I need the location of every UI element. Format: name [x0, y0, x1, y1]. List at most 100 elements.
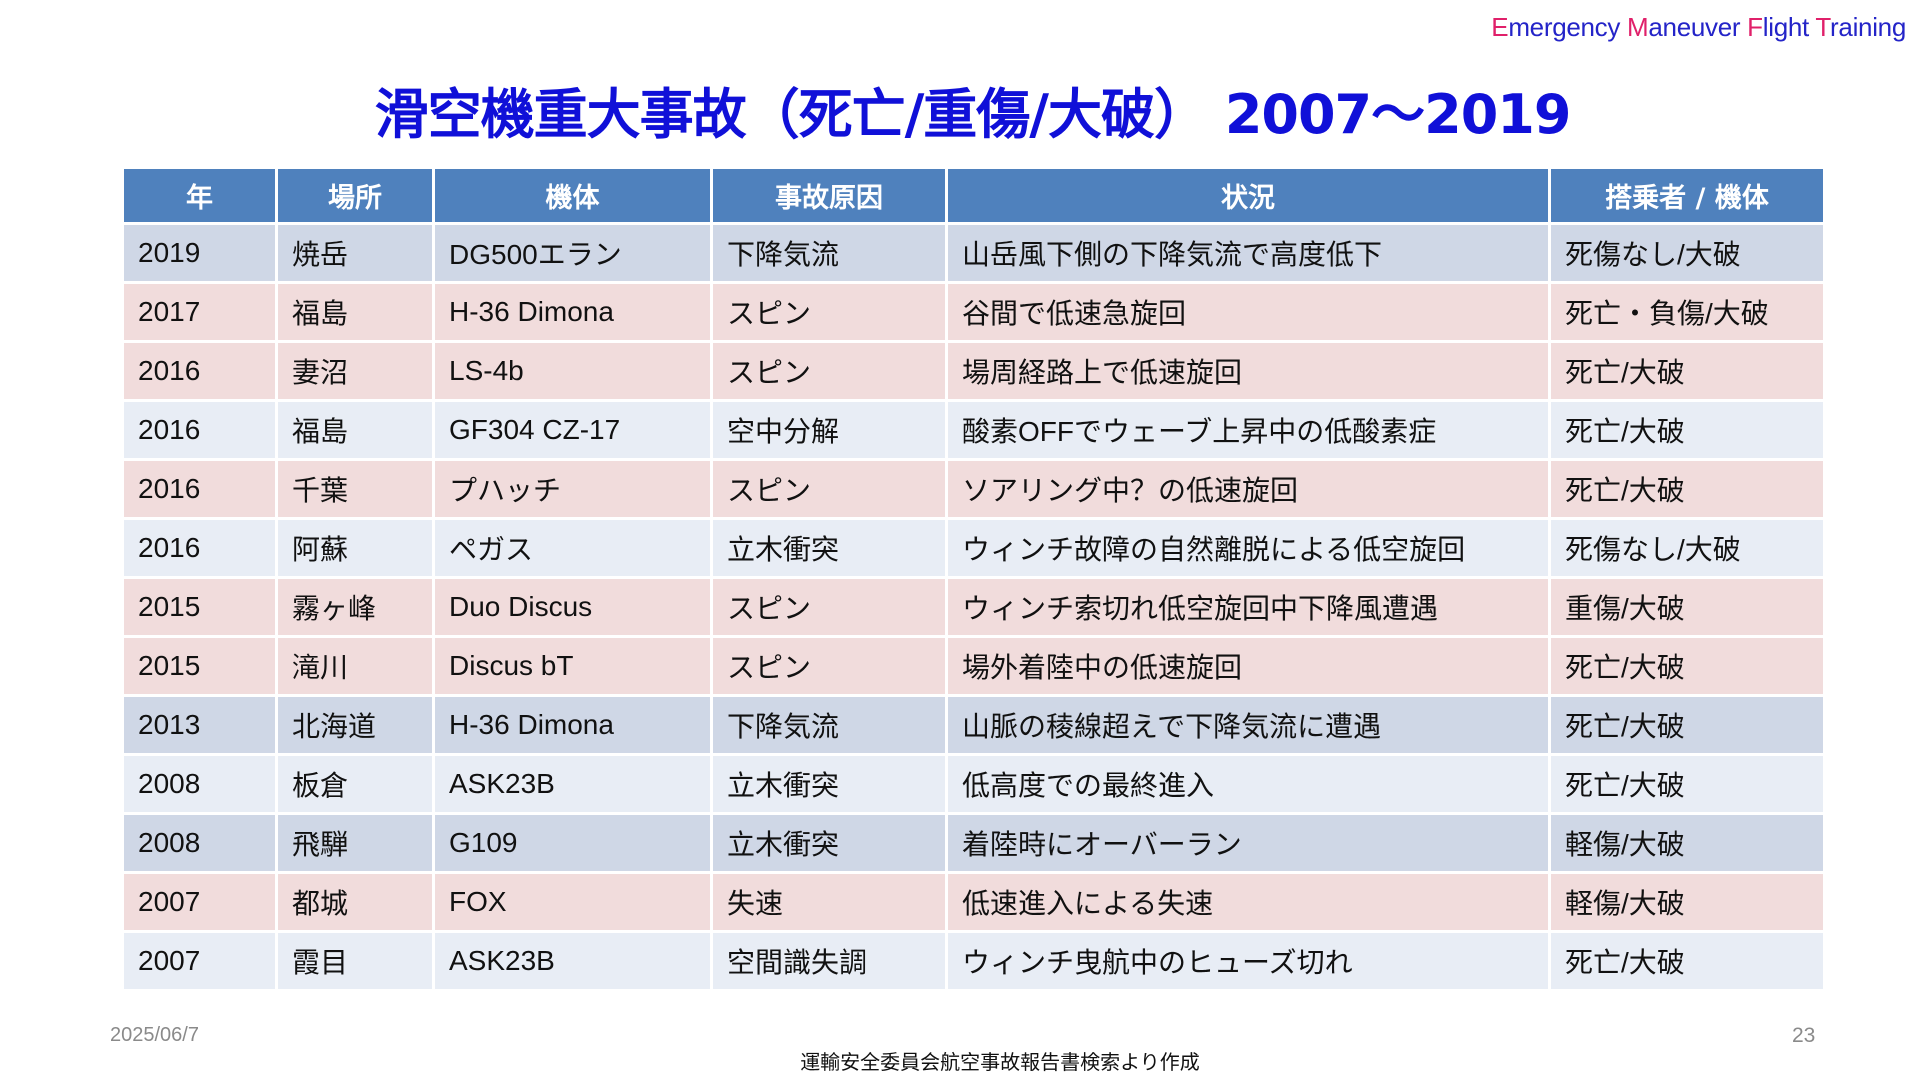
column-header: 事故原因 — [713, 169, 945, 222]
table-cell: 2013 — [124, 697, 275, 753]
table-cell: 死亡/大破 — [1551, 697, 1823, 753]
table-cell: ウィンチ索切れ低空旋回中下降風遭遇 — [948, 579, 1548, 635]
table-cell: 阿蘇 — [278, 520, 432, 576]
table-cell: 2019 — [124, 225, 275, 281]
table-row: 2016 妻沼 LS-4b スピン 場周経路上で低速旋回 死亡/大破 — [124, 343, 1823, 399]
brand-word: Maneuver — [1627, 12, 1748, 42]
table-row: 2015 滝川 Discus bT スピン 場外着陸中の低速旋回 死亡/大破 — [124, 638, 1823, 694]
brand-word: Training — [1815, 12, 1906, 42]
table-cell: ペガス — [435, 520, 710, 576]
table-cell: ASK23B — [435, 933, 710, 989]
slide-date: 2025/06/7 — [110, 1024, 199, 1046]
table-row: 2013 北海道 H-36 Dimona 下降気流 山脈の稜線超えで下降気流に遭遇 死亡/… — [124, 697, 1823, 753]
table-row: 2007 霞目 ASK23B 空間識失調 ウィンチ曳航中のヒューズ切れ 死亡/大破 — [124, 933, 1823, 989]
table-cell: 福島 — [278, 284, 432, 340]
table-cell: 立木衝突 — [713, 756, 945, 812]
table-cell: 重傷/大破 — [1551, 579, 1823, 635]
table-cell: 2016 — [124, 520, 275, 576]
table-cell: 2016 — [124, 461, 275, 517]
table-cell: 2007 — [124, 874, 275, 930]
table-cell: 軽傷/大破 — [1551, 815, 1823, 871]
column-header: 搭乗者 / 機体 — [1551, 169, 1823, 222]
table-cell: 低高度での最終進入 — [948, 756, 1548, 812]
accident-table: 年場所 機体 事故原因 状況 搭乗者 / 機体 2019 焼岳 DG500エラン 下降気流 山岳… — [121, 166, 1826, 992]
page-number: 23 — [1792, 1024, 1816, 1047]
table-row: 2016 福島 GF304 CZ-17 空中分解 酸素OFFでウェーブ上昇中の低酸素症死… — [124, 402, 1823, 458]
table-cell: 妻沼 — [278, 343, 432, 399]
table-cell: 空間識失調 — [713, 933, 945, 989]
table-cell: ウィンチ曳航中のヒューズ切れ — [948, 933, 1548, 989]
table-cell: H-36 Dimona — [435, 697, 710, 753]
table-cell: 北海道 — [278, 697, 432, 753]
table-cell: スピン — [713, 579, 945, 635]
table-cell: 立木衝突 — [713, 520, 945, 576]
brand-word: Emergency — [1491, 12, 1628, 42]
table-row: 2008 飛騨 G109 立木衝突 着陸時にオーバーラン 軽傷/大破 — [124, 815, 1823, 871]
table-cell: 軽傷/大破 — [1551, 874, 1823, 930]
table-cell: ウィンチ故障の自然離脱による低空旋回 — [948, 520, 1548, 576]
table-cell: 失速 — [713, 874, 945, 930]
table-row: 2015 霧ヶ峰 Duo Discus スピン ウィンチ索切れ低空旋回中下降風遭遇 重傷/… — [124, 579, 1823, 635]
table-cell: DG500エラン — [435, 225, 710, 281]
table-cell: 2008 — [124, 756, 275, 812]
table-cell: 酸素OFFでウェーブ上昇中の低酸素症 — [948, 402, 1548, 458]
table-cell: 2015 — [124, 638, 275, 694]
table-cell: 死亡/大破 — [1551, 343, 1823, 399]
table-cell: GF304 CZ-17 — [435, 402, 710, 458]
table-cell: LS-4b — [435, 343, 710, 399]
table-cell: H-36 Dimona — [435, 284, 710, 340]
slide-title: 滑空機重大事故（死亡/重傷/大破） 2007～2019 — [374, 83, 1572, 146]
table-cell: 2007 — [124, 933, 275, 989]
column-header: 機体 — [435, 169, 710, 222]
table-cell: 山脈の稜線超えで下降気流に遭遇 — [948, 697, 1548, 753]
table-cell: Discus bT — [435, 638, 710, 694]
table-cell: 2015 — [124, 579, 275, 635]
table-cell: スピン — [713, 638, 945, 694]
table-row: 2008 板倉 ASK23B 立木衝突 低高度での最終進入 死亡/大破 — [124, 756, 1823, 812]
table-cell: 死亡/大破 — [1551, 756, 1823, 812]
brand-word: Flight — [1747, 12, 1816, 42]
table-cell: 2016 — [124, 402, 275, 458]
table-row: 2007 都城 FOX 失速 低速進入による失速 軽傷/大破 — [124, 874, 1823, 930]
table-cell: スピン — [713, 461, 945, 517]
table-cell: スピン — [713, 284, 945, 340]
table-cell: 福島 — [278, 402, 432, 458]
table-row: 2019 焼岳 DG500エラン 下降気流 山岳風下側の下降気流で高度低下 死傷なし/大破 — [124, 225, 1823, 281]
table-cell: ASK23B — [435, 756, 710, 812]
table-row: 2016 千葉 プハッチ スピン ソアリング中？の低速旋回 死亡/大破 — [124, 461, 1823, 517]
brand-tagline: Emergency Maneuver Flight Training — [1491, 12, 1906, 43]
table-cell: スピン — [713, 343, 945, 399]
table-cell: 死亡・負傷/大破 — [1551, 284, 1823, 340]
table-cell: Duo Discus — [435, 579, 710, 635]
column-header: 場所 — [278, 169, 432, 222]
table-cell: 場周経路上で低速旋回 — [948, 343, 1548, 399]
table-cell: 立木衝突 — [713, 815, 945, 871]
table-cell: 飛騨 — [278, 815, 432, 871]
source-note: 運輸安全委員会航空事故報告書検索より作成 — [800, 1050, 1200, 1074]
table-cell: 焼岳 — [278, 225, 432, 281]
table-cell: 死亡/大破 — [1551, 461, 1823, 517]
column-header: 状況 — [948, 169, 1548, 222]
table-cell: ソアリング中？の低速旋回 — [948, 461, 1548, 517]
table-cell: 2016 — [124, 343, 275, 399]
table-cell: 2017 — [124, 284, 275, 340]
table-cell: 下降気流 — [713, 225, 945, 281]
table-cell: 死亡/大破 — [1551, 933, 1823, 989]
table-cell: 滝川 — [278, 638, 432, 694]
table-cell: 下降気流 — [713, 697, 945, 753]
table-cell: 霞目 — [278, 933, 432, 989]
table-cell: 山岳風下側の下降気流で高度低下 — [948, 225, 1548, 281]
table-cell: 谷間で低速急旋回 — [948, 284, 1548, 340]
table-cell: プハッチ — [435, 461, 710, 517]
table-cell: 着陸時にオーバーラン — [948, 815, 1548, 871]
table-row: 2017 福島 H-36 Dimona スピン 谷間で低速急旋回 死亡・負傷/大破 — [124, 284, 1823, 340]
table-cell: 都城 — [278, 874, 432, 930]
table-cell: 死傷なし/大破 — [1551, 225, 1823, 281]
table-row: 2016 阿蘇 ペガス 立木衝突 ウィンチ故障の自然離脱による低空旋回 死傷なし/大破 — [124, 520, 1823, 576]
column-header: 年 — [124, 169, 275, 222]
table-cell: G109 — [435, 815, 710, 871]
table-cell: 死亡/大破 — [1551, 638, 1823, 694]
table-cell: 死亡/大破 — [1551, 402, 1823, 458]
table-cell: 死傷なし/大破 — [1551, 520, 1823, 576]
table-cell: 霧ヶ峰 — [278, 579, 432, 635]
